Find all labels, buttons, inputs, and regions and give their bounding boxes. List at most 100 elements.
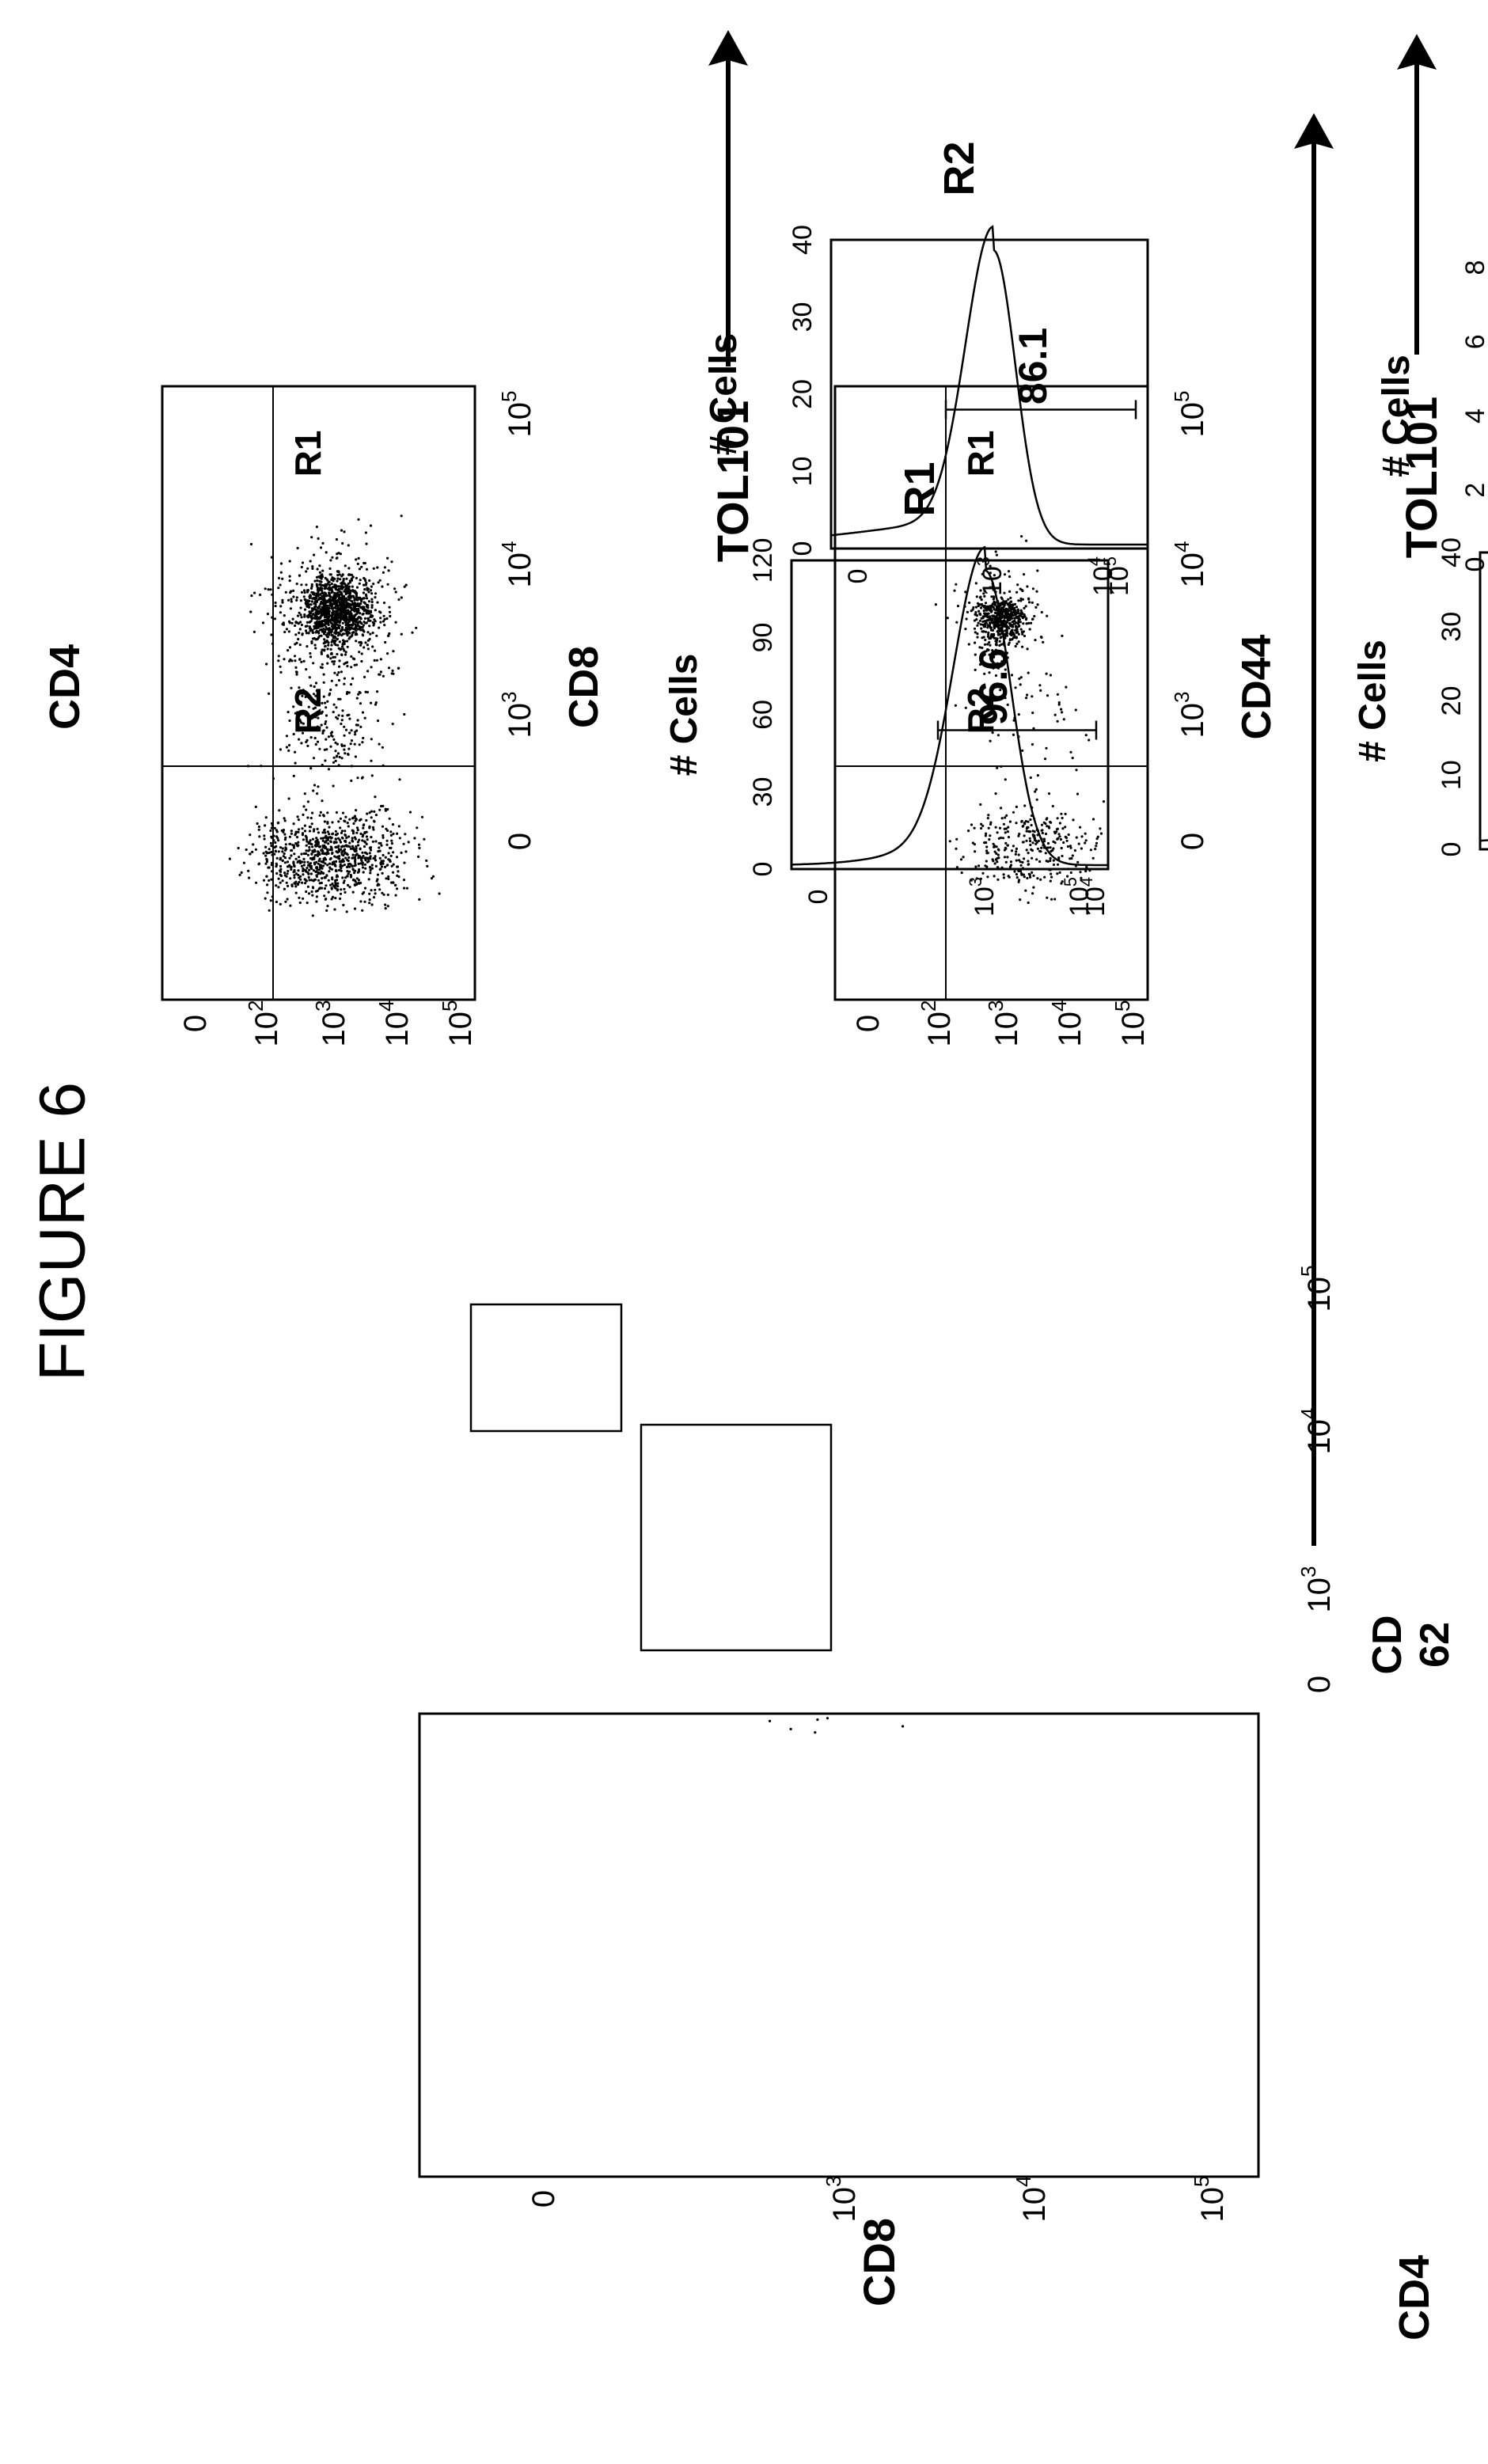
event-dot (355, 558, 357, 560)
event-dot (272, 839, 275, 841)
event-dot (336, 613, 339, 616)
event-dot (296, 671, 298, 674)
event-dot (294, 832, 297, 834)
event-dot (369, 852, 371, 854)
event-dot (374, 840, 377, 842)
event-dot (1046, 818, 1048, 821)
event-dot (814, 1731, 816, 1733)
event-dot (359, 726, 362, 728)
event-dot (301, 865, 303, 868)
event-dot (294, 666, 297, 669)
event-dot (363, 588, 366, 590)
event-dot (1008, 575, 1011, 578)
event-dot (1060, 838, 1062, 841)
event-dot (275, 872, 278, 875)
event-dot (997, 633, 1000, 636)
event-dot (338, 659, 340, 662)
event-dot (383, 615, 385, 617)
event-dot (1065, 813, 1067, 815)
event-dot (1020, 676, 1023, 678)
event-dot (342, 595, 344, 598)
event-dot (976, 625, 978, 627)
event-dot (283, 829, 285, 831)
event-dot (1015, 822, 1017, 824)
event-dot (290, 868, 292, 871)
event-dot (264, 898, 267, 900)
event-dot (332, 609, 334, 612)
event-dot (287, 649, 289, 651)
event-dot (319, 588, 321, 590)
event-dot (316, 895, 318, 898)
event-dot (977, 605, 980, 607)
event-dot (339, 826, 341, 829)
event-dot (271, 556, 273, 559)
event-dot (985, 607, 987, 609)
event-dot (294, 885, 297, 887)
event-dot (341, 876, 344, 879)
event-dot (319, 603, 321, 606)
event-dot (367, 620, 370, 622)
tick-label: 105 (438, 1000, 478, 1047)
event-dot (335, 860, 337, 863)
event-dot (1026, 830, 1028, 833)
event-dot (996, 879, 999, 881)
event-dot (384, 866, 386, 868)
event-dot (325, 898, 327, 901)
event-dot (1020, 609, 1023, 612)
event-dot (1031, 892, 1034, 894)
event-dot (986, 619, 989, 621)
event-dot (1043, 876, 1046, 879)
event-dot (306, 606, 308, 608)
event-dot (284, 847, 287, 849)
event-dot (329, 602, 332, 604)
event-dot (388, 569, 390, 571)
event-dot (980, 628, 982, 630)
event-dot (1023, 857, 1025, 860)
event-dot (347, 587, 349, 589)
event-dot (1029, 830, 1031, 833)
event-dot (389, 615, 391, 617)
event-dot (343, 726, 345, 728)
event-dot (271, 594, 273, 596)
event-dot (265, 875, 268, 878)
event-dot (1008, 836, 1010, 838)
event-dot (284, 838, 287, 841)
event-dot (348, 866, 351, 868)
event-dot (333, 636, 336, 638)
event-dot (347, 624, 349, 626)
event-dot (268, 693, 270, 695)
event-dot (332, 711, 335, 713)
event-dot (981, 617, 983, 620)
event-dot (1045, 833, 1047, 835)
event-dot (345, 651, 347, 653)
event-dot (338, 598, 340, 600)
event-dot (966, 611, 969, 613)
tick-label: 20 (788, 379, 818, 409)
event-dot (283, 621, 285, 624)
event-dot (1019, 621, 1022, 623)
event-dot (397, 598, 400, 601)
event-dot (349, 610, 351, 613)
event-dot (304, 792, 306, 795)
event-dot (423, 838, 425, 841)
event-dot (360, 622, 363, 625)
event-dot (335, 706, 337, 708)
event-dot (280, 571, 283, 574)
event-dot (1040, 636, 1042, 638)
event-dot (381, 865, 383, 868)
event-dot (363, 845, 366, 848)
event-dot (317, 828, 319, 830)
event-dot (344, 840, 346, 842)
event-dot (327, 647, 329, 650)
tick-label: 105 (1190, 2176, 1230, 2223)
quadrant-plot-header: CD4 (41, 644, 89, 730)
cd62-label: CD (1365, 1615, 1410, 1674)
event-dot (335, 833, 337, 836)
tick-label: 90 (748, 623, 778, 653)
event-dot (374, 892, 377, 894)
event-dot (1034, 791, 1036, 793)
event-dot (295, 872, 298, 875)
event-dot (1040, 847, 1042, 849)
event-dot (389, 859, 391, 861)
event-dot (351, 739, 353, 742)
